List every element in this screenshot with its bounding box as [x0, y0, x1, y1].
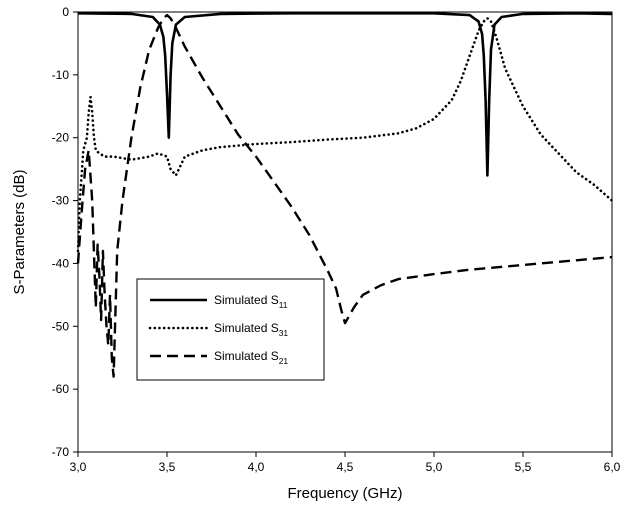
y-tick-label: 0	[62, 5, 69, 19]
y-axis: 0 -10 -20 -30 -40 -50 -60 -70	[52, 5, 78, 459]
series-layer	[76, 12, 614, 378]
y-tick-label: -30	[52, 194, 70, 208]
legend-subscript: 31	[279, 328, 289, 338]
series-line-s21	[76, 13, 613, 378]
legend-subscript: 21	[279, 356, 289, 366]
y-tick-label: -70	[52, 445, 70, 459]
x-tick-label: 4,0	[248, 460, 265, 474]
y-tick-label: -20	[52, 131, 70, 145]
series-line-s31	[76, 17, 614, 253]
x-tick-label: 4,5	[337, 460, 354, 474]
y-tick-label: -60	[52, 382, 70, 396]
x-tick-label: 5,0	[426, 460, 443, 474]
x-tick-label: 6,0	[604, 460, 621, 474]
legend: Simulated S11 Simulated S31 Simulated S21	[136, 278, 325, 381]
y-axis-title: S-Parameters (dB)	[11, 169, 28, 294]
x-axis: 3,0 3,5 4,0 4,5 5,0 5,5 6,0	[70, 452, 621, 474]
y-tick-label: -40	[52, 256, 70, 270]
legend-label-s31: Simulated S31	[214, 321, 288, 338]
x-tick-label: 5,5	[515, 460, 532, 474]
legend-subscript: 11	[279, 300, 288, 310]
plot-frame	[77, 11, 613, 453]
legend-label-s11: Simulated S11	[214, 293, 288, 310]
y-tick-label: -50	[52, 319, 70, 333]
x-tick-label: 3,5	[159, 460, 176, 474]
x-axis-title: Frequency (GHz)	[287, 485, 402, 502]
series-line-s11	[77, 12, 613, 177]
y-tick-label: -10	[52, 68, 70, 82]
x-tick-label: 3,0	[70, 460, 87, 474]
legend-box	[136, 278, 325, 381]
legend-label-s21: Simulated S21	[214, 349, 288, 366]
